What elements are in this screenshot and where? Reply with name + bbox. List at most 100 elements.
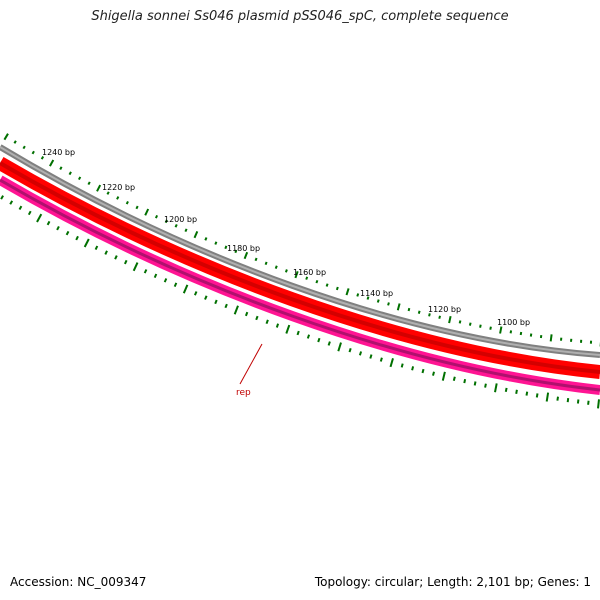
tick-label: 1100 bp	[497, 318, 530, 327]
topology-summary: Topology: circular; Length: 2,101 bp; Ge…	[314, 575, 591, 589]
minor-tick	[452, 376, 456, 381]
major-tick	[337, 342, 342, 352]
minor-tick	[174, 223, 178, 228]
minor-tick	[356, 293, 360, 297]
minor-tick	[411, 366, 415, 371]
minor-tick	[417, 310, 421, 314]
cds-ring-dark	[0, 161, 600, 374]
minor-tick	[255, 315, 259, 321]
minor-tick	[379, 357, 383, 362]
minor-tick	[78, 176, 82, 181]
minor-tick	[68, 171, 72, 176]
major-tick	[3, 133, 9, 141]
minor-tick	[104, 250, 108, 255]
major-tick	[233, 305, 239, 315]
minor-tick	[525, 391, 529, 396]
minor-tick	[468, 322, 472, 326]
minor-tick	[214, 241, 218, 245]
minor-tick	[9, 200, 14, 205]
minor-tick	[519, 331, 523, 336]
major-tick	[389, 358, 394, 368]
major-tick	[294, 270, 299, 279]
minor-tick	[184, 228, 188, 233]
minor-tick	[125, 200, 129, 205]
minor-tick	[135, 205, 139, 210]
gene-label-rep: rep	[236, 388, 251, 398]
minor-tick	[143, 269, 148, 274]
minor-tick	[515, 389, 518, 394]
minor-tick	[40, 156, 45, 160]
minor-tick	[407, 307, 411, 312]
minor-tick	[59, 166, 63, 170]
gene-ring-dark	[0, 178, 600, 392]
minor-tick	[224, 303, 228, 309]
minor-tick	[317, 337, 321, 343]
minor-tick	[265, 319, 269, 325]
tick-label: 1200 bp	[164, 215, 197, 224]
major-tick	[36, 213, 43, 223]
minor-tick	[204, 237, 208, 241]
major-tick	[144, 208, 150, 216]
minor-tick	[535, 393, 539, 398]
inner-minor-ticks	[0, 195, 600, 409]
tick-label: 1160 bp	[293, 268, 326, 277]
tick-label: 1220 bp	[102, 183, 135, 192]
tick-label: 1140 bp	[360, 289, 393, 298]
minor-tick	[254, 257, 258, 262]
minor-tick	[428, 313, 431, 317]
outer-minor-ticks	[3, 133, 600, 347]
minor-tick	[504, 387, 508, 393]
minor-tick	[31, 150, 35, 155]
minor-tick	[325, 283, 329, 287]
minor-tick	[479, 324, 482, 328]
minor-tick	[489, 326, 492, 330]
major-tick	[243, 251, 249, 260]
minor-tick	[244, 311, 249, 317]
minor-tick	[366, 296, 370, 300]
minor-tick	[106, 191, 110, 195]
minor-tick	[224, 245, 228, 250]
minor-tick	[509, 330, 513, 334]
major-tick	[83, 238, 90, 248]
major-tick	[193, 230, 199, 239]
minor-tick	[214, 299, 218, 305]
minor-tick	[116, 196, 120, 200]
minor-tick	[463, 378, 467, 384]
minor-tick	[484, 383, 487, 388]
minor-tick	[264, 261, 268, 266]
minor-tick	[154, 214, 159, 219]
minor-tick	[296, 330, 300, 336]
minor-tick	[18, 205, 23, 210]
minor-tick	[473, 381, 477, 386]
major-tick	[597, 399, 600, 409]
minor-tick	[114, 255, 118, 260]
minor-tick	[335, 286, 339, 291]
minor-tick	[587, 400, 590, 405]
minor-tick	[173, 282, 178, 287]
tick-labels: 1240 bp 1220 bp 1200 bp 1180 bp 1160 bp …	[42, 148, 530, 327]
minor-tick	[566, 397, 570, 403]
minor-tick	[87, 181, 91, 186]
minor-tick	[204, 295, 208, 300]
minor-tick	[56, 225, 60, 231]
minor-tick	[193, 291, 198, 296]
minor-tick	[315, 279, 319, 284]
minor-tick	[369, 354, 373, 359]
major-tick	[396, 303, 401, 311]
minor-tick	[305, 276, 309, 280]
minor-tick	[65, 230, 70, 236]
major-tick	[545, 392, 550, 402]
minor-tick	[348, 347, 352, 353]
major-tick	[285, 324, 291, 334]
minor-tick	[306, 334, 311, 339]
minor-tick	[556, 396, 559, 401]
minor-tick	[275, 323, 280, 328]
minor-tick	[576, 399, 580, 404]
major-tick	[441, 371, 446, 381]
minor-tick	[163, 278, 168, 283]
minor-tick	[153, 273, 158, 279]
minor-tick	[22, 145, 26, 150]
major-tick	[132, 262, 139, 272]
minor-tick	[274, 265, 278, 269]
